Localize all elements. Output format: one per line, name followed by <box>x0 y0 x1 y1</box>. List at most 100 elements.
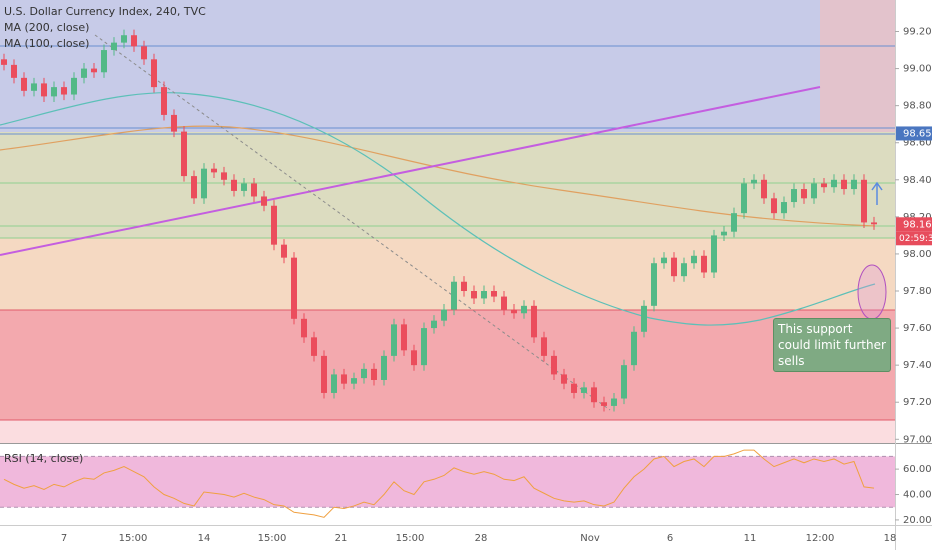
zone <box>820 0 895 132</box>
candle-body <box>791 189 797 203</box>
x-tick-label: 15:00 <box>119 533 148 544</box>
candle-body <box>51 87 57 97</box>
candle-body <box>431 320 437 329</box>
ma-100-line <box>0 92 876 326</box>
price-marker <box>896 126 932 141</box>
x-tick-label: 6 <box>667 533 673 544</box>
x-tick-label: Nov <box>580 533 600 544</box>
candle-body <box>191 176 197 199</box>
zone <box>0 132 895 238</box>
candle-body <box>811 183 817 199</box>
candle-body <box>471 291 477 299</box>
candle-body <box>41 83 47 97</box>
y-tick-label: 97.60 <box>903 323 932 334</box>
candle-body <box>621 365 627 399</box>
candle-body <box>241 183 247 191</box>
candle-body <box>501 296 507 310</box>
candle-body <box>351 378 357 384</box>
y-tick-label: 60.00 <box>903 464 932 475</box>
y-tick-label: 97.20 <box>903 397 932 408</box>
candle-body <box>511 309 517 314</box>
candle-body <box>541 337 547 356</box>
trend-line <box>0 86 821 256</box>
candle-body <box>1 59 7 65</box>
rsi-line <box>3 449 875 518</box>
candle-body <box>761 179 767 199</box>
candle-body <box>641 305 647 332</box>
candle-body <box>691 255 697 264</box>
candle-body <box>261 196 267 206</box>
candle-body <box>721 231 727 236</box>
candle-body <box>601 402 607 406</box>
candle-body <box>21 77 27 91</box>
candle-body <box>451 281 457 310</box>
candle-body <box>111 42 117 51</box>
candle-body <box>81 68 87 78</box>
rsi-band <box>0 456 895 508</box>
y-tick-label: 98.60 <box>903 138 932 149</box>
candle-body <box>751 179 757 184</box>
candle-body <box>61 87 67 95</box>
candle-body <box>421 328 427 366</box>
candle-body <box>801 189 807 199</box>
candle-body <box>561 374 567 384</box>
candle-body <box>851 179 857 190</box>
y-tick-label: 97.00 <box>903 434 932 445</box>
candle-body <box>651 263 657 306</box>
candle-body <box>131 35 137 47</box>
candle-body <box>491 291 497 297</box>
candle-body <box>101 50 107 73</box>
candle-body <box>11 64 17 78</box>
y-tick-label: 20.00 <box>903 515 932 526</box>
candle-body <box>731 213 737 232</box>
candle-body <box>181 131 187 177</box>
y-tick-label: 98.80 <box>903 101 932 112</box>
candle-body <box>371 368 377 380</box>
candle-body <box>341 374 347 384</box>
candle-body <box>281 244 287 258</box>
arrow <box>871 181 883 191</box>
candle-body <box>521 305 527 314</box>
candle-body <box>671 257 677 277</box>
y-tick-label: 98.00 <box>903 249 932 260</box>
price-marker-label: 98.16 <box>903 219 932 230</box>
candle-body <box>661 257 667 264</box>
candle-body <box>161 87 167 115</box>
candle-body <box>231 179 237 191</box>
candle-body <box>211 168 217 173</box>
candle-body <box>151 59 157 88</box>
x-tick-label: 14 <box>198 533 211 544</box>
candle-body <box>291 257 297 319</box>
candle-body <box>871 222 877 225</box>
x-tick-label: 28 <box>475 533 488 544</box>
candle-body <box>411 350 417 366</box>
marks: 97.0097.2097.4097.6097.8098.0098.2098.40… <box>0 27 932 544</box>
candle-body <box>591 387 597 403</box>
candle-body <box>201 168 207 199</box>
zone <box>0 0 895 132</box>
x-tick-label: 15:00 <box>258 533 287 544</box>
y-tick-label: 99.20 <box>903 27 932 38</box>
candle-body <box>391 324 397 356</box>
x-tick-label: 7 <box>61 533 67 544</box>
candle-body <box>681 263 687 277</box>
candle-body <box>531 305 537 338</box>
x-tick-label: 11 <box>744 533 757 544</box>
legend-entry: MA (200, close) <box>4 21 89 34</box>
x-tick-label: 12:00 <box>806 533 835 544</box>
candle-body <box>781 202 787 214</box>
candle-body <box>831 179 837 188</box>
candle-body <box>551 355 557 375</box>
candle-body <box>581 387 587 393</box>
candle-body <box>271 205 277 245</box>
zone <box>0 310 895 420</box>
candle-body <box>861 179 867 223</box>
y-tick-label: 97.40 <box>903 360 932 371</box>
candle-body <box>381 355 387 380</box>
candle-body <box>711 235 717 273</box>
candle-body <box>481 291 487 299</box>
rsi-title: RSI (14, close) <box>4 452 83 465</box>
candle-body <box>401 324 407 351</box>
